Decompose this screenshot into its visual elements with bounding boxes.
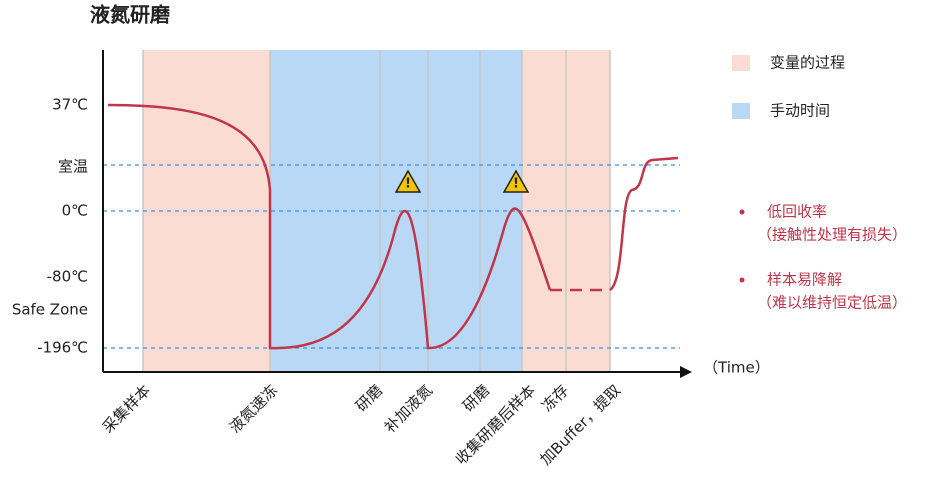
legend-swatch xyxy=(732,103,750,119)
y-label: 37℃ xyxy=(52,96,88,114)
x-label: 研磨 xyxy=(352,381,386,415)
bullet xyxy=(739,209,745,215)
warning-icon: ! ! xyxy=(394,169,530,193)
svg-text:!: ! xyxy=(513,177,519,192)
y-label: -80℃ xyxy=(47,268,88,286)
legend-swatch xyxy=(732,55,750,71)
note-detail: （接触性处理有损失） xyxy=(757,226,907,244)
x-label: 采集样本 xyxy=(99,381,154,436)
legend-label: 变量的过程 xyxy=(770,54,845,72)
x-label: 补加液氮 xyxy=(381,381,436,436)
title: 液氮研磨 xyxy=(90,3,170,27)
bullet xyxy=(739,277,745,283)
reference-lines xyxy=(103,164,680,349)
temperature-curve xyxy=(609,156,679,292)
x-label: 收集研磨后样本 xyxy=(452,381,539,468)
y-label: -196℃ xyxy=(37,339,88,357)
note-detail: （难以维持恒定低温） xyxy=(757,294,907,312)
y-label: 0℃ xyxy=(62,202,88,220)
note-title: 样本易降解 xyxy=(767,271,842,289)
note-title: 低回收率 xyxy=(767,203,827,221)
svg-text:!: ! xyxy=(405,177,411,192)
arrow xyxy=(680,366,692,378)
legend-label: 手动时间 xyxy=(770,102,830,120)
x-label: 冻存 xyxy=(538,381,572,415)
band-manual xyxy=(270,50,522,372)
x-label: 研磨 xyxy=(459,381,493,415)
axis-label: （Time） xyxy=(703,359,770,377)
temperature-curve xyxy=(107,103,552,350)
x-label: 液氮速冻 xyxy=(226,381,281,436)
y-label: Safe Zone xyxy=(12,301,88,319)
y-label: 室温 xyxy=(58,158,88,176)
